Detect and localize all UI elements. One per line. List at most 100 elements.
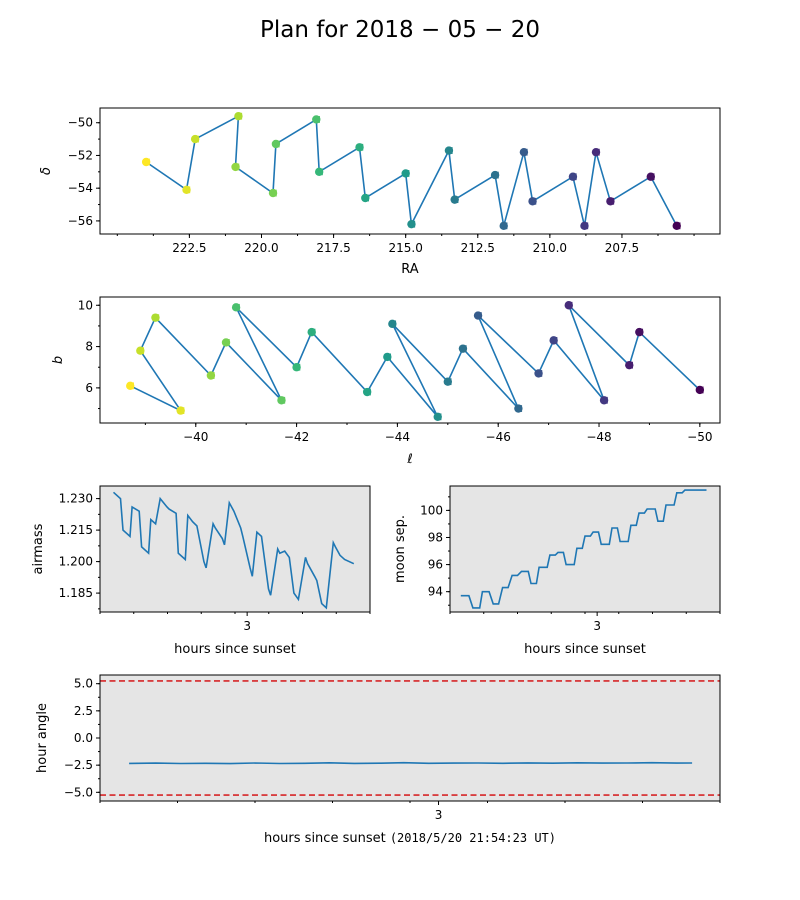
pointing-marker-square xyxy=(366,388,371,396)
pointing-marker-square xyxy=(532,197,537,205)
y-tick-label: 98 xyxy=(428,530,443,544)
pointing-marker-square xyxy=(315,116,320,123)
pointing-marker-square xyxy=(235,163,240,171)
x-tick-label: −44 xyxy=(385,430,410,444)
y-tick-label: 1.185 xyxy=(59,586,93,600)
pointing-marker-square xyxy=(699,386,704,394)
pointing-marker-square xyxy=(448,147,453,154)
pointing-marker-square xyxy=(572,173,577,181)
pointing-marker-square xyxy=(477,312,482,319)
pointing-marker-square xyxy=(364,194,370,202)
pointing-marker-square xyxy=(359,143,364,151)
pointing-marker-square xyxy=(272,189,277,197)
x-tick-label: −50 xyxy=(687,430,712,444)
data-layer xyxy=(141,111,681,231)
x-tick-label: 212.5 xyxy=(461,241,495,255)
pointing-marker-square xyxy=(628,361,633,369)
pointing-marker-square xyxy=(568,301,573,309)
x-tick-label: 210.0 xyxy=(533,241,567,255)
pointing-marker-square xyxy=(603,396,608,404)
y-tick-label: 96 xyxy=(428,558,443,572)
x-tick-label: 215.0 xyxy=(388,241,422,255)
pointing-marker-square xyxy=(311,328,316,336)
y-tick-label: −52 xyxy=(68,148,93,162)
y-tick-label: 100 xyxy=(420,503,443,517)
pointing-marker-square xyxy=(454,196,459,204)
x-axis-label: ℓ xyxy=(406,452,412,467)
y-tick-label: −50 xyxy=(68,116,93,130)
pointing-marker-square xyxy=(139,347,145,355)
pointing-marker-square xyxy=(553,336,558,344)
pointing-marker-square xyxy=(296,363,301,371)
pointing-marker-square xyxy=(186,186,191,194)
y-tick-label: 8 xyxy=(85,340,93,354)
x-axis-label: RA xyxy=(401,262,419,277)
y-tick-label: −56 xyxy=(68,214,93,228)
y-tick-label: 1.200 xyxy=(59,555,93,569)
data-layer xyxy=(460,489,707,609)
pointing-marker-square xyxy=(583,222,589,230)
plot-area xyxy=(100,675,720,801)
pointing-marker-square xyxy=(650,173,655,181)
x-axis-label: hours since sunset xyxy=(174,642,296,657)
y-tick-label: 2.5 xyxy=(74,704,93,718)
x-axis-label: hours since sunset xyxy=(524,642,646,657)
x-tick-label: 207.5 xyxy=(605,241,639,255)
axes-moonsep: 3 94 96 98 100 hours since sunset moon sep. xyxy=(393,485,721,657)
pointing-marker-square xyxy=(237,112,243,120)
pointing-marker-square xyxy=(391,320,397,328)
y-tick-label: 94 xyxy=(428,585,443,599)
pointing-marker-square xyxy=(462,345,467,353)
plot-area xyxy=(100,486,370,612)
pointing-marker-square xyxy=(180,407,185,415)
x-tick-label: −48 xyxy=(586,430,611,444)
series-line xyxy=(460,489,707,609)
y-axis-label: δ xyxy=(39,167,54,175)
axes-airmass: 3 1.185 1.200 1.215 1.230 hours since sunset a… xyxy=(31,485,371,657)
x-tick-label: 217.5 xyxy=(316,241,350,255)
pointing-marker-square xyxy=(235,303,240,311)
y-tick-label: 0.0 xyxy=(74,731,93,745)
pointing-marker-square xyxy=(405,170,410,177)
pointing-marker-square xyxy=(538,370,543,377)
axes-layer: 222.5 220.0 217.5 215.0 212.5 210.0 207.5 −50 −5… xyxy=(31,107,721,846)
figure-title: Plan for 2018 − 05 − 20 xyxy=(260,17,540,43)
pointing-marker-square xyxy=(595,148,600,156)
pointing-marker-square xyxy=(129,382,134,390)
pointing-marker-square xyxy=(447,378,452,386)
x-axis-label-text: hours since sunset xyxy=(264,831,390,846)
pointing-marker-square xyxy=(676,222,681,230)
y-axis-label: hour angle xyxy=(35,703,50,773)
pointing-marker-square xyxy=(609,197,615,205)
pointing-marker-square xyxy=(386,353,392,361)
pointing-marker-square xyxy=(194,135,199,143)
pointing-marker-square xyxy=(275,140,280,148)
x-axis-label: hours since sunset (2018/5/20 21:54:23 U… xyxy=(264,831,556,846)
x-tick-label: −40 xyxy=(183,430,208,444)
pointing-marker-square xyxy=(437,413,442,421)
x-tick-label: 3 xyxy=(593,619,601,633)
data-layer xyxy=(112,491,355,610)
y-tick-label: 1.215 xyxy=(59,523,93,537)
y-tick-label: 5.0 xyxy=(74,677,93,691)
pointing-marker-square xyxy=(410,220,416,228)
pointing-marker-square xyxy=(225,339,230,346)
y-tick-label: 6 xyxy=(85,381,93,395)
pointing-marker-square xyxy=(503,222,508,230)
y-axis-label: airmass xyxy=(31,523,46,574)
x-tick-label: 222.5 xyxy=(172,241,206,255)
y-tick-label: −5.0 xyxy=(64,785,93,799)
x-tick-label: 3 xyxy=(435,808,443,822)
pointing-marker-square xyxy=(494,171,499,179)
series-line xyxy=(112,491,355,610)
y-tick-label: −2.5 xyxy=(64,758,93,772)
data-layer xyxy=(100,680,720,796)
pointing-marker-square xyxy=(517,405,523,412)
axes-galactic: −40 −42 −44 −46 −48 −50 6 8 10 ℓ b xyxy=(51,296,721,467)
pointing-marker-square xyxy=(145,158,150,166)
x-tick-label: 220.0 xyxy=(244,241,278,255)
axes-frame xyxy=(99,296,721,424)
pointing-marker-square xyxy=(210,372,215,379)
pointing-marker-square xyxy=(638,328,644,336)
